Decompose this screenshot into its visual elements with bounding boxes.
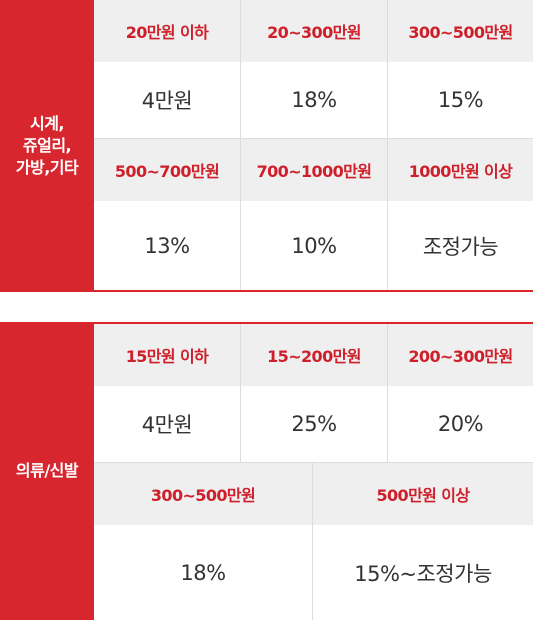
fee-value: 15%~조정가능	[313, 525, 533, 620]
fee-value: 4만원	[94, 386, 240, 462]
fee-value: 18%	[241, 62, 387, 138]
row-divider	[94, 138, 533, 139]
top-border	[94, 322, 533, 324]
fee-grid: 15만원 이하 15~200만원 200~300만원 4만원 25% 20% 3…	[94, 322, 533, 620]
range-header: 700~1000만원	[241, 139, 387, 201]
fee-value: 25%	[241, 386, 387, 462]
range-header: 15만원 이하	[94, 324, 240, 386]
fee-table-clothing-shoes: 의류/신발 15만원 이하 15~200만원 200~300만원 4만원 25%…	[0, 322, 533, 620]
range-header: 20~300만원	[241, 0, 387, 62]
row-divider	[94, 462, 533, 463]
fee-value: 10%	[241, 201, 387, 290]
category-label: 시계, 쥬얼리, 가방,기타	[0, 0, 94, 292]
fee-grid: 20만원 이하 20~300만원 300~500만원 4만원 18% 15% 5…	[94, 0, 533, 292]
bottom-border	[94, 290, 533, 292]
range-header: 500만원 이상	[313, 463, 533, 525]
column-divider	[240, 324, 241, 462]
fee-value: 13%	[94, 201, 240, 290]
range-header: 200~300만원	[388, 324, 533, 386]
category-label: 의류/신발	[0, 322, 94, 620]
range-header: 300~500만원	[94, 463, 312, 525]
range-header: 500~700만원	[94, 139, 240, 201]
column-divider	[312, 463, 313, 620]
fee-value: 4만원	[94, 62, 240, 138]
range-header: 1000만원 이상	[388, 139, 533, 201]
fee-value: 조정가능	[388, 201, 533, 290]
range-header: 300~500만원	[388, 0, 533, 62]
column-divider	[240, 0, 241, 290]
fee-table-watches-jewelry-bags: 시계, 쥬얼리, 가방,기타 20만원 이하 20~300만원 300~500만…	[0, 0, 533, 292]
section-gap	[0, 292, 533, 322]
range-header: 15~200만원	[241, 324, 387, 386]
column-divider	[387, 0, 388, 290]
column-divider	[387, 324, 388, 462]
range-header: 20만원 이하	[94, 0, 240, 62]
fee-value: 18%	[94, 525, 312, 620]
fee-value: 15%	[388, 62, 533, 138]
fee-value: 20%	[388, 386, 533, 462]
